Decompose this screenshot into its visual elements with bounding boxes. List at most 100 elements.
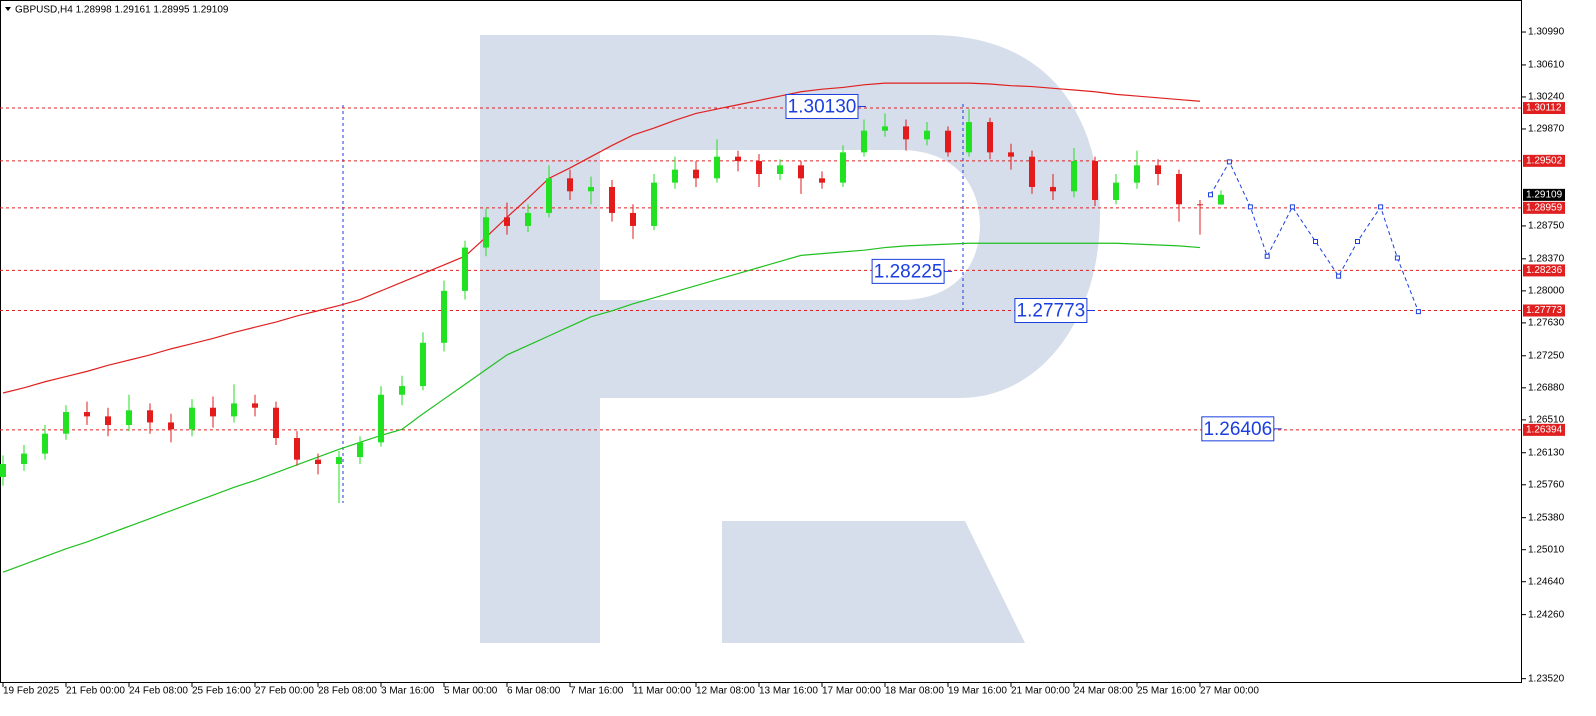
candle-body xyxy=(147,410,153,423)
watermark xyxy=(480,35,1100,643)
y-tick-label: 1.27250 xyxy=(1528,350,1565,361)
candle-body xyxy=(567,178,573,192)
y-tick-label: 1.26130 xyxy=(1528,447,1565,458)
candle-body xyxy=(798,165,804,179)
y-tick-label: 1.23520 xyxy=(1528,673,1565,684)
x-tick-label: 25 Feb 16:00 xyxy=(192,686,251,697)
y-tick-label: 1.28000 xyxy=(1528,285,1565,296)
x-tick-label: 27 Feb 00:00 xyxy=(255,686,314,697)
level-tag xyxy=(1523,201,1565,214)
candle-body xyxy=(168,422,174,430)
candle-body xyxy=(1134,165,1140,183)
candle-body xyxy=(378,394,384,443)
forecast-point xyxy=(1313,239,1318,245)
candle-body xyxy=(126,410,132,426)
forecast-point xyxy=(1394,255,1400,261)
annotation-box xyxy=(1014,298,1088,324)
candle-body xyxy=(1050,186,1056,192)
candle-body xyxy=(1197,204,1203,206)
candle-body xyxy=(735,156,741,162)
x-tick-label: 21 Mar 00:00 xyxy=(1011,686,1070,697)
candle-body xyxy=(84,412,90,417)
level-label: 1.28236 xyxy=(1526,265,1563,276)
level-label: 1.28959 xyxy=(1526,202,1563,213)
candle-body xyxy=(1113,182,1119,200)
candle-body xyxy=(672,169,678,183)
forecast-point xyxy=(1208,192,1213,198)
candle-body xyxy=(357,442,363,458)
x-tick-label: 19 Feb 2025 xyxy=(3,686,60,697)
candle-body xyxy=(189,407,195,430)
level-tag xyxy=(1523,102,1565,115)
y-tick-label: 1.30990 xyxy=(1528,27,1565,38)
forecast-path xyxy=(1210,160,1419,312)
candle-body xyxy=(840,152,846,183)
forecast-point xyxy=(1289,204,1295,210)
forecast-point xyxy=(1247,204,1253,210)
candle-body xyxy=(693,169,699,179)
x-tick-label: 12 Mar 08:00 xyxy=(696,686,755,697)
candle-body xyxy=(903,126,909,140)
candle-body xyxy=(1029,156,1035,187)
current-price-tag xyxy=(1523,188,1565,201)
candle-body xyxy=(630,212,636,226)
y-tick-label: 1.26880 xyxy=(1528,382,1565,393)
candle-body xyxy=(1008,152,1014,157)
y-tick-label: 1.28750 xyxy=(1528,221,1565,232)
current-price-label: 1.29109 xyxy=(1526,189,1563,200)
candle-body xyxy=(588,186,594,192)
forecast-point xyxy=(1355,239,1360,245)
candle-body xyxy=(924,130,930,140)
x-tick-label: 7 Mar 16:00 xyxy=(570,686,624,697)
moving-average xyxy=(2,82,1201,394)
level-tag xyxy=(1523,304,1565,317)
candle-body xyxy=(987,122,993,153)
annotation-box xyxy=(871,258,945,284)
level-label: 1.26394 xyxy=(1526,425,1563,436)
y-tick-label: 1.30610 xyxy=(1528,60,1565,71)
x-tick-label: 6 Mar 08:00 xyxy=(507,686,561,697)
y-tick-label: 1.24260 xyxy=(1528,609,1565,620)
annotation-label: 1.28225 xyxy=(874,261,943,282)
x-tick-label: 11 Mar 00:00 xyxy=(633,686,692,697)
annotation-label: 1.26406 xyxy=(1203,419,1272,440)
y-tick-label: 1.28370 xyxy=(1528,253,1565,264)
candle-body xyxy=(609,186,615,213)
candle-body xyxy=(21,453,27,464)
annotation-box xyxy=(785,93,859,119)
candle-body xyxy=(42,433,48,454)
x-tick-label: 17 Mar 00:00 xyxy=(822,686,881,697)
level-tag xyxy=(1523,423,1565,436)
candle-body xyxy=(1155,165,1161,174)
candle-body xyxy=(336,457,342,464)
level-label: 1.29502 xyxy=(1526,155,1563,166)
candle-body xyxy=(231,403,237,417)
x-tick-label: 13 Mar 16:00 xyxy=(759,686,818,697)
y-tick-label: 1.25010 xyxy=(1528,544,1565,555)
forecast-point xyxy=(1264,253,1270,259)
annotation-label: 1.30130 xyxy=(788,96,857,117)
level-tag xyxy=(1523,264,1565,277)
forecast-point xyxy=(1226,159,1232,165)
y-tick-label: 1.25760 xyxy=(1528,479,1565,490)
candle-body xyxy=(420,342,426,387)
x-tick-label: 25 Mar 16:00 xyxy=(1137,686,1196,697)
candle-body xyxy=(714,156,720,179)
x-tick-label: 24 Feb 08:00 xyxy=(129,686,188,697)
candle-body xyxy=(273,407,279,439)
candle-body xyxy=(1176,173,1182,205)
candle-body xyxy=(441,290,447,343)
candle-body xyxy=(252,403,258,408)
moving-average xyxy=(2,242,1201,573)
forecast-point xyxy=(1378,204,1384,210)
forecast-point xyxy=(1336,273,1342,279)
y-tick-label: 1.24640 xyxy=(1528,576,1565,587)
y-tick-label: 1.26510 xyxy=(1528,414,1565,425)
x-tick-label: 18 Mar 08:00 xyxy=(885,686,944,697)
y-tick-label: 1.30240 xyxy=(1528,92,1565,103)
level-label: 1.30112 xyxy=(1526,103,1562,114)
annotation-label: 1.27773 xyxy=(1017,301,1086,322)
candle-body xyxy=(1071,161,1077,192)
menu-arrow xyxy=(5,7,11,11)
y-tick-label: 1.27630 xyxy=(1528,318,1565,329)
